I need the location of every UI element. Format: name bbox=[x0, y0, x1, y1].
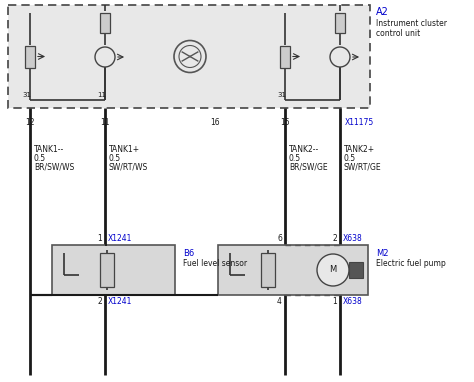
Text: 2: 2 bbox=[332, 234, 337, 243]
Text: 1: 1 bbox=[97, 234, 102, 243]
Text: X638: X638 bbox=[343, 234, 363, 243]
Text: SW/RT/GE: SW/RT/GE bbox=[344, 163, 382, 172]
Bar bbox=[280, 45, 290, 68]
Text: A2: A2 bbox=[376, 7, 389, 17]
Text: X638: X638 bbox=[343, 297, 363, 306]
Text: Fuel level sensor: Fuel level sensor bbox=[183, 259, 247, 268]
Bar bbox=[218, 245, 368, 295]
Bar bbox=[349, 262, 363, 278]
Bar bbox=[14, 10, 165, 103]
Text: 16: 16 bbox=[210, 118, 220, 127]
Text: TANK2--: TANK2-- bbox=[289, 145, 319, 154]
Text: 15: 15 bbox=[335, 0, 345, 2]
Text: X11175: X11175 bbox=[345, 118, 374, 127]
Circle shape bbox=[174, 40, 206, 73]
Text: 0.5: 0.5 bbox=[109, 154, 121, 163]
Text: Instrument cluster: Instrument cluster bbox=[376, 19, 447, 28]
Text: M2: M2 bbox=[376, 249, 389, 258]
Bar bbox=[261, 253, 275, 287]
Text: 0.5: 0.5 bbox=[34, 154, 46, 163]
Bar bbox=[100, 13, 110, 33]
Text: 4: 4 bbox=[277, 297, 282, 306]
Circle shape bbox=[95, 47, 115, 67]
Bar bbox=[25, 45, 35, 68]
Text: 31: 31 bbox=[22, 92, 31, 98]
Circle shape bbox=[179, 45, 201, 68]
Text: 0.5: 0.5 bbox=[289, 154, 301, 163]
Text: 1: 1 bbox=[332, 297, 337, 306]
Text: 15: 15 bbox=[100, 0, 110, 2]
Text: BR/SW/GE: BR/SW/GE bbox=[289, 163, 328, 172]
Text: SW/RT/WS: SW/RT/WS bbox=[109, 163, 148, 172]
Text: M: M bbox=[329, 265, 337, 275]
Text: 0.5: 0.5 bbox=[344, 154, 356, 163]
Text: 2: 2 bbox=[97, 297, 102, 306]
Bar bbox=[8, 5, 370, 108]
Circle shape bbox=[317, 254, 349, 286]
Text: 12: 12 bbox=[25, 118, 35, 127]
Bar bbox=[52, 245, 175, 295]
Text: TANK1--: TANK1-- bbox=[34, 145, 64, 154]
Text: control unit: control unit bbox=[376, 29, 420, 38]
Text: 11: 11 bbox=[97, 92, 106, 98]
Text: Electric fuel pump: Electric fuel pump bbox=[376, 259, 446, 268]
Text: X1241: X1241 bbox=[108, 234, 132, 243]
Text: TANK2+: TANK2+ bbox=[344, 145, 375, 154]
Text: 6: 6 bbox=[277, 234, 282, 243]
Text: BR/SW/WS: BR/SW/WS bbox=[34, 163, 74, 172]
Text: TANK1+: TANK1+ bbox=[109, 145, 140, 154]
Text: 15: 15 bbox=[280, 118, 290, 127]
Bar bbox=[335, 13, 345, 33]
Text: 11: 11 bbox=[100, 118, 110, 127]
Bar bbox=[100, 253, 114, 287]
Circle shape bbox=[330, 47, 350, 67]
Text: 31: 31 bbox=[277, 92, 286, 98]
Text: B6: B6 bbox=[183, 249, 194, 258]
Text: X1241: X1241 bbox=[108, 297, 132, 306]
